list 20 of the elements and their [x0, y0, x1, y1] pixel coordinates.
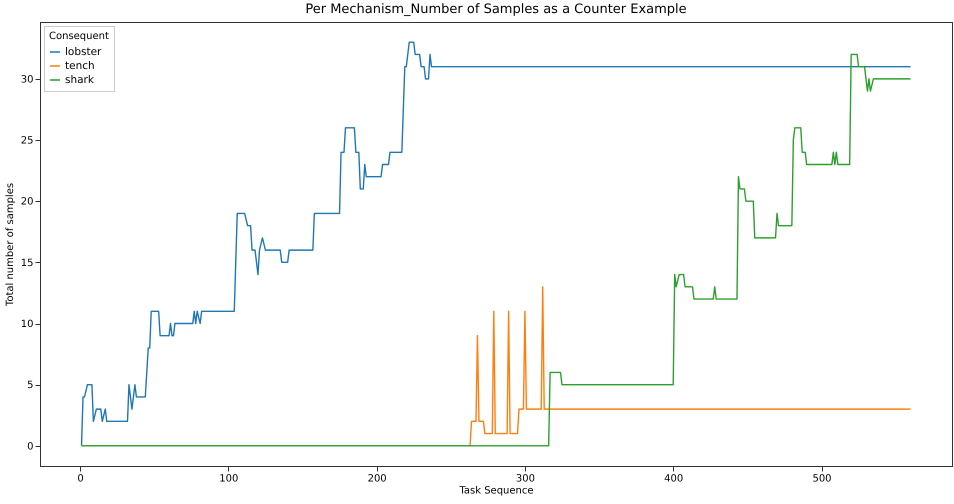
x-tick-label: 300 [516, 474, 535, 484]
x-tick-label: 500 [812, 474, 832, 484]
x-tick-label: 100 [219, 474, 238, 484]
legend-label: shark [65, 74, 95, 86]
chart-title: Per Mechanism_Number of Samples as a Counter Example [305, 2, 687, 17]
y-axis-title: Total number of samples [4, 182, 16, 308]
legend-label: lobster [65, 46, 102, 58]
y-tick-label: 0 [27, 441, 34, 452]
y-tick-label: 20 [20, 196, 34, 208]
y-tick-label: 30 [20, 74, 34, 86]
y-tick-label: 5 [27, 380, 34, 392]
x-axis-title: Task Sequence [458, 486, 534, 496]
y-tick-label: 10 [20, 319, 34, 330]
legend-title: Consequent [49, 31, 109, 42]
x-tick-label: 200 [368, 474, 387, 484]
y-tick-label: 25 [20, 136, 34, 147]
x-tick-label: 400 [664, 474, 684, 484]
y-tick-label: 15 [20, 258, 34, 269]
x-tick-label: 0 [77, 474, 84, 484]
legend-label: tench [65, 60, 95, 72]
